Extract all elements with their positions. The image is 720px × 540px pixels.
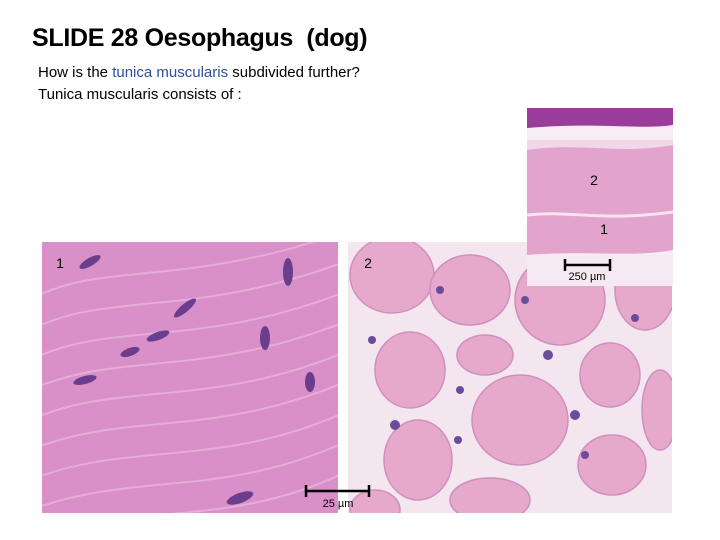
scale-bar [563,259,612,271]
slide-title: SLIDE 28 Oesophagus (dog) [32,24,368,52]
image-label: 1 [56,255,64,271]
scale-bar [304,485,371,497]
image-label: 2 [364,255,372,271]
question-text: subdivided further? [228,64,360,81]
highlight-term: tunica muscularis [112,64,229,81]
answer-prompt: Tunica muscularis consists of : [38,86,242,103]
question: How is the tunica muscularis subdivided … [38,64,360,81]
image-label: 1 [600,221,608,237]
scale-bar-label: 25 µm [323,498,354,510]
smooth-muscle-image [42,242,338,513]
scale-bar-label: 250 µm [569,271,606,283]
image-label: 2 [590,172,598,188]
overview-image [527,108,673,286]
question-text: How is the [38,64,113,81]
